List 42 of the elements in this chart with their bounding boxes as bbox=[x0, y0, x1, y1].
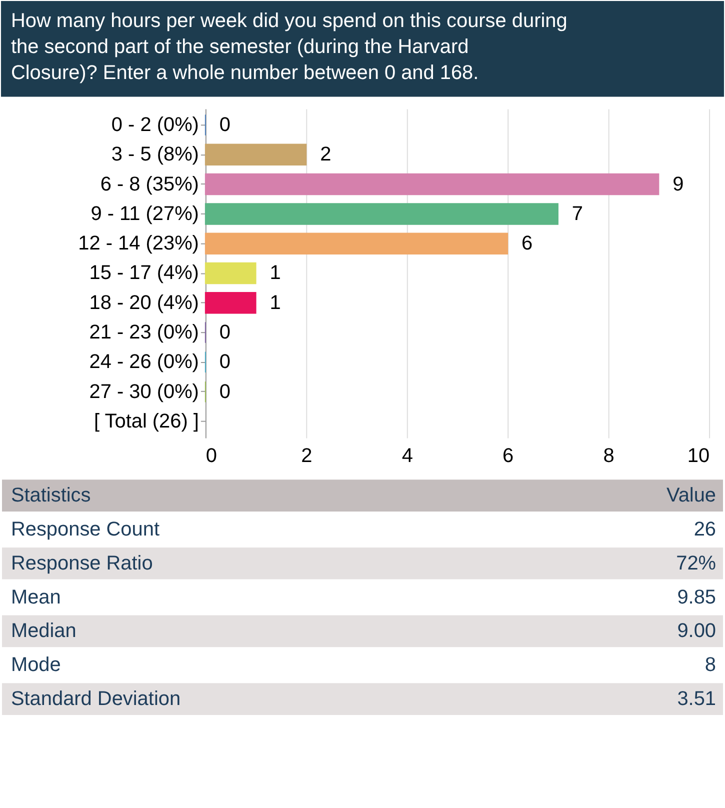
text: Value bbox=[666, 484, 716, 507]
category-label: Standard Deviation bbox=[10, 688, 181, 710]
data-label: 0 bbox=[219, 322, 230, 344]
chart-title: How many hours per week did you spend on this course during the second part of the semester (during the Harvard Closure)? Enter a whole number between 0 and 168. bbox=[10, 10, 568, 84]
x-tick-label: 6 bbox=[502, 445, 514, 468]
data-label: 2 bbox=[320, 144, 332, 166]
y-tick-label: 24 - 26 (0%) bbox=[89, 351, 199, 374]
y-tick-label: 6 - 8 (35%) bbox=[100, 173, 199, 196]
data-label: 7 bbox=[572, 202, 584, 225]
x-tick-label: 2 bbox=[301, 445, 312, 468]
text: 9.85 bbox=[677, 586, 716, 608]
x-tick-label: 4 bbox=[402, 445, 413, 468]
category-label: Response Ratio bbox=[10, 552, 153, 574]
data-label: 1 bbox=[270, 292, 281, 314]
text: Statistics bbox=[10, 484, 91, 507]
category-label: Response Count bbox=[10, 518, 160, 541]
category-label: Mean bbox=[10, 586, 61, 608]
data-label: 9 bbox=[672, 173, 684, 196]
y-tick-label: 0 - 2 (0%) bbox=[111, 114, 199, 136]
x-tick-label: 10 bbox=[687, 445, 710, 468]
data-label: 1 bbox=[270, 262, 281, 284]
text: 72% bbox=[676, 552, 716, 574]
x-tick-label: 8 bbox=[603, 445, 614, 468]
y-tick-label: 21 - 23 (0%) bbox=[89, 322, 199, 344]
text: 26 bbox=[694, 518, 716, 541]
data-label: 6 bbox=[522, 232, 533, 255]
category-label: Mode bbox=[10, 654, 61, 676]
data-label: 0 bbox=[219, 351, 230, 374]
text: 3.51 bbox=[677, 688, 716, 710]
y-tick-label: 18 - 20 (4%) bbox=[89, 292, 199, 314]
y-tick-label: [ Total (26) ] bbox=[94, 410, 199, 432]
category-label: Median bbox=[10, 620, 76, 642]
y-tick-label: 15 - 17 (4%) bbox=[89, 262, 199, 284]
y-tick-label: 3 - 5 (8%) bbox=[111, 144, 199, 166]
x-tick-label: 0 bbox=[206, 445, 218, 468]
y-tick-label: 9 - 11 (27%) bbox=[90, 202, 199, 225]
y-tick-label: 12 - 14 (23%) bbox=[78, 232, 199, 255]
text: 8 bbox=[704, 654, 716, 676]
data-label: 0 bbox=[219, 380, 230, 403]
text: 9.00 bbox=[677, 620, 716, 642]
data-label: 0 bbox=[219, 114, 230, 136]
y-tick-label: 27 - 30 (0%) bbox=[89, 380, 199, 403]
